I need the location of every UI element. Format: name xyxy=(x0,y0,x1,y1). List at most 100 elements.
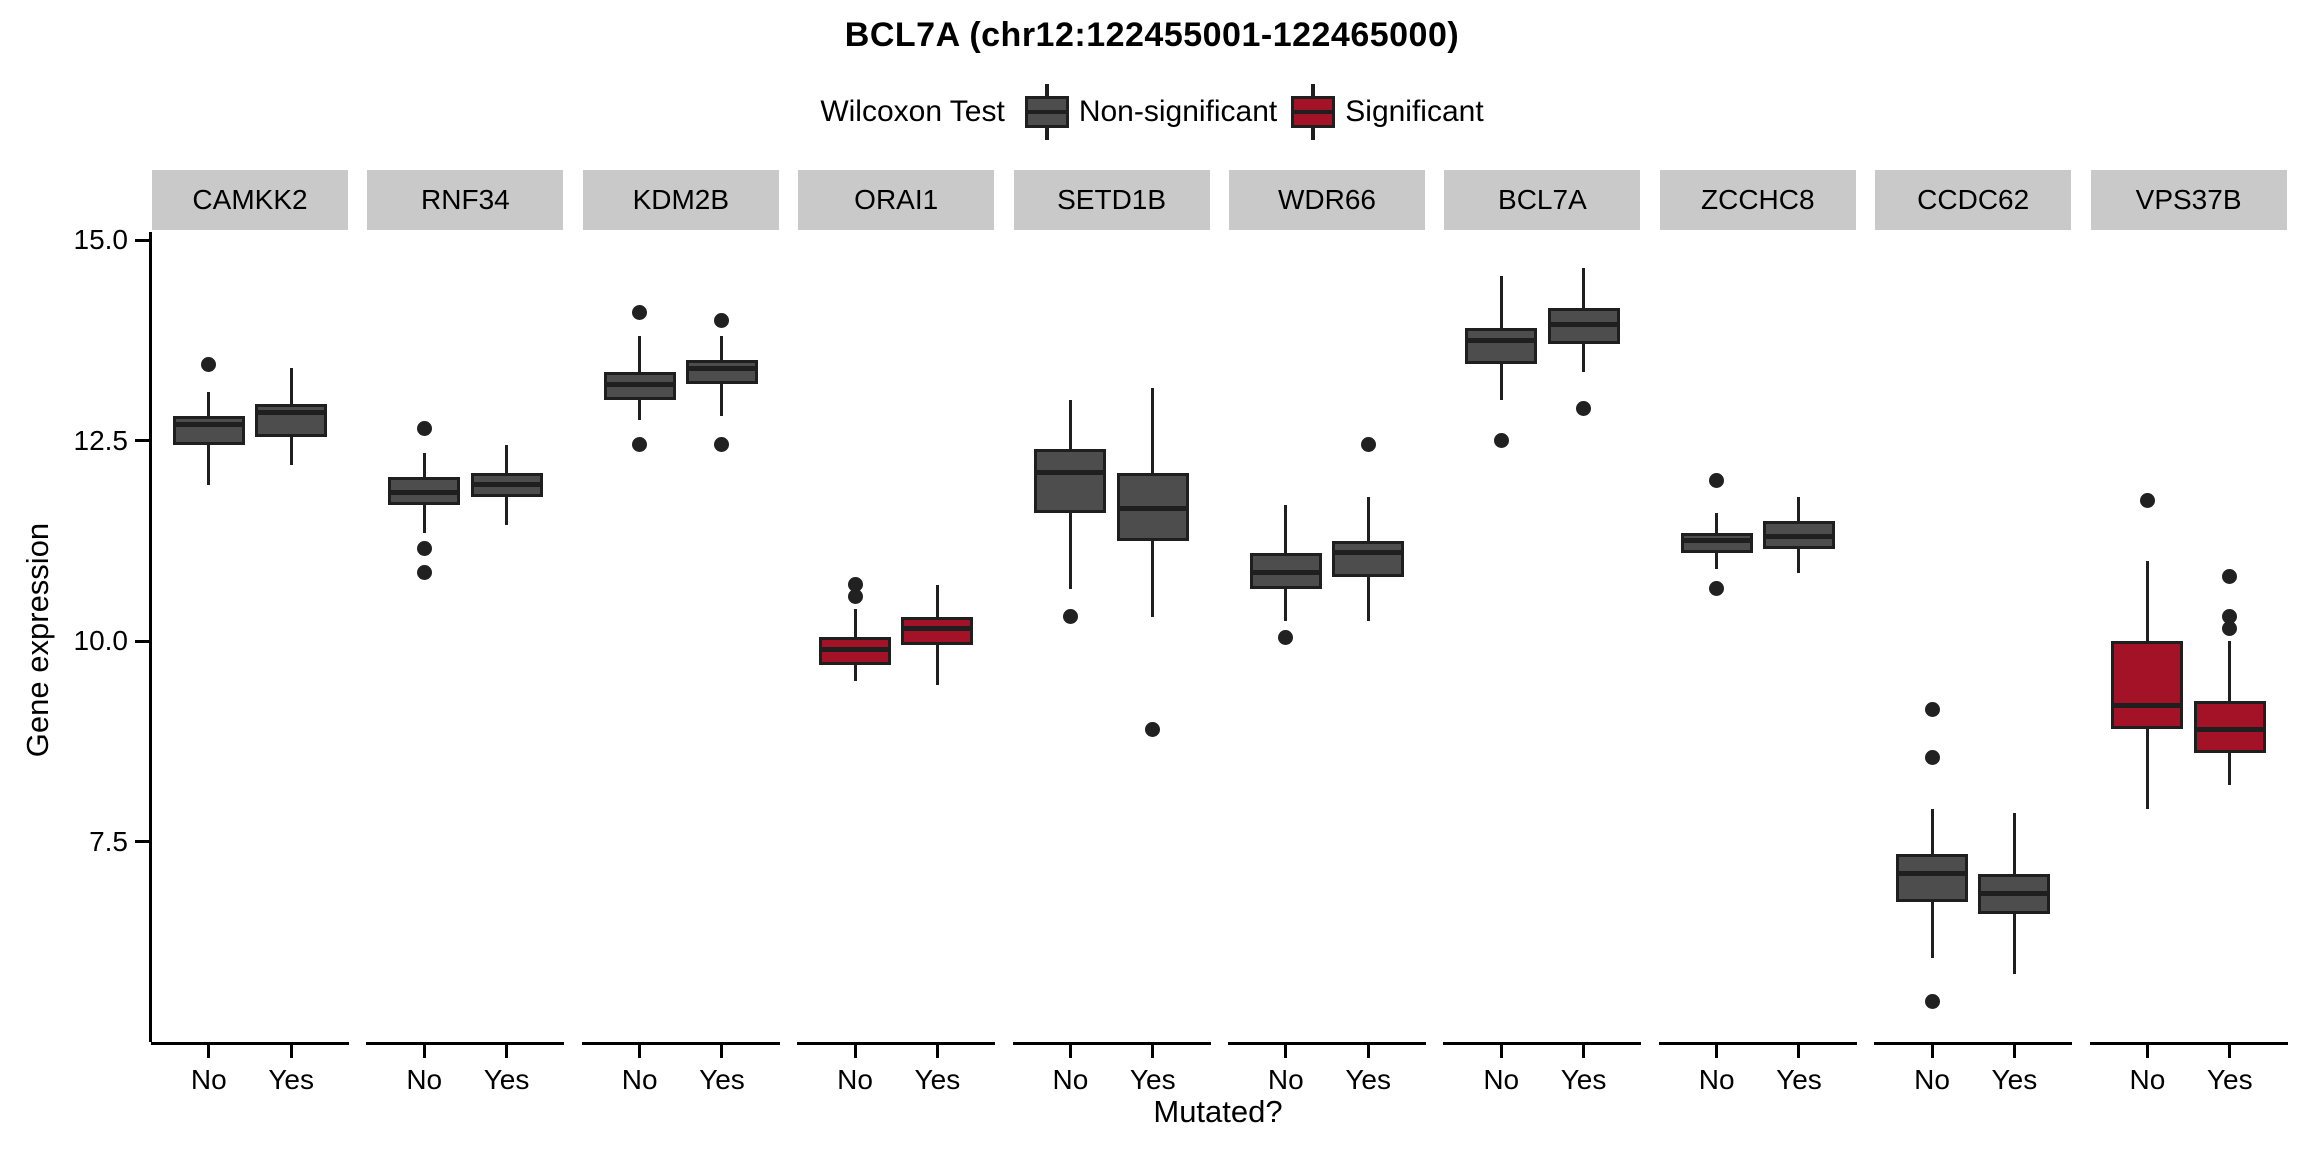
outlier-dot xyxy=(1493,433,1509,448)
x-tick-label: Yes xyxy=(1991,1064,2038,1095)
outlier-dot xyxy=(2222,569,2238,585)
median-line xyxy=(1550,321,1617,327)
x-tick-label: No xyxy=(2129,1064,2166,1095)
x-tick-label: Yes xyxy=(1345,1064,1391,1095)
x-tick-mark xyxy=(935,1045,939,1058)
x-tick-label: Yes xyxy=(483,1064,530,1095)
x-tick-mark xyxy=(853,1045,857,1058)
y-tick-mark xyxy=(135,439,149,442)
x-axis-line xyxy=(797,1042,996,1045)
outlier-dot xyxy=(416,420,432,436)
x-tick-mark xyxy=(720,1045,724,1058)
x-tick-mark xyxy=(2228,1045,2232,1058)
y-tick-label: 10.0 xyxy=(73,625,129,656)
x-tick-mark xyxy=(1151,1045,1155,1058)
median-line xyxy=(822,646,889,652)
facet-strip-SETD1B: SETD1B xyxy=(1013,170,1210,230)
x-axis-title: Mutated? xyxy=(1153,1094,1283,1129)
median-line xyxy=(1765,534,1832,540)
x-tick-label: Yes xyxy=(2206,1064,2253,1095)
x-tick-label: No xyxy=(621,1064,658,1095)
facet-strip-WDR66: WDR66 xyxy=(1229,170,1425,230)
x-tick-label: No xyxy=(1483,1064,1520,1095)
y-tick-label: 12.5 xyxy=(73,424,129,456)
median-line xyxy=(1899,871,1966,877)
y-tick-mark xyxy=(135,840,149,843)
boxplot-key-significant-icon xyxy=(1291,84,1336,140)
box xyxy=(1465,328,1538,365)
outlier-dot xyxy=(632,437,648,453)
facet-strip-RNF34: RNF34 xyxy=(367,170,564,230)
median-line xyxy=(175,421,242,427)
median-line xyxy=(2196,726,2263,732)
legend-label-significant: Significant xyxy=(1345,95,1484,128)
key-box xyxy=(1024,96,1069,128)
outlier-dot xyxy=(1145,721,1161,737)
key-median-line xyxy=(1027,110,1066,114)
x-axis-line xyxy=(581,1042,780,1045)
x-tick-mark xyxy=(1582,1045,1586,1058)
x-axis-line xyxy=(366,1042,565,1045)
outlier-dot xyxy=(2222,621,2238,637)
outlier-dot xyxy=(1360,437,1376,453)
box xyxy=(172,416,245,445)
median-line xyxy=(1468,337,1535,343)
x-tick-mark xyxy=(422,1045,426,1058)
x-tick-label: No xyxy=(1267,1064,1304,1095)
facet-strip-KDM2B: KDM2B xyxy=(582,170,779,230)
box xyxy=(2111,641,2184,730)
median-line xyxy=(606,381,673,387)
median-line xyxy=(1683,538,1750,544)
outlier-dot xyxy=(416,541,432,557)
facet-strip-CCDC62: CCDC62 xyxy=(1875,170,2072,230)
outlier-dot xyxy=(847,577,863,593)
x-tick-label: No xyxy=(190,1064,227,1095)
x-axis-line xyxy=(1443,1042,1642,1045)
key-box xyxy=(1291,96,1336,128)
box xyxy=(1332,540,1405,577)
median-line xyxy=(904,626,971,632)
legend: Wilcoxon Test Non-significant Significan… xyxy=(0,84,2304,140)
outlier-dot xyxy=(1709,473,1725,489)
median-line xyxy=(258,409,325,415)
outlier-dot xyxy=(847,589,863,605)
outlier-dot xyxy=(1924,749,1940,765)
facet-strip-VPS37B: VPS37B xyxy=(2090,170,2287,230)
median-line xyxy=(1981,891,2048,897)
x-axis-line xyxy=(1658,1042,1857,1045)
x-tick-mark xyxy=(1930,1045,1934,1058)
x-tick-mark xyxy=(638,1045,642,1058)
x-tick-mark xyxy=(2145,1045,2149,1058)
median-line xyxy=(1037,470,1104,476)
x-tick-label: No xyxy=(1052,1064,1089,1095)
outlier-dot xyxy=(1709,581,1725,597)
median-line xyxy=(1335,550,1402,556)
y-tick-mark xyxy=(135,238,149,242)
outlier-dot xyxy=(714,312,730,328)
box xyxy=(1896,853,1969,902)
x-tick-label: Yes xyxy=(699,1064,745,1095)
y-tick-mark xyxy=(135,639,149,643)
box xyxy=(255,404,328,437)
y-tick-label: 15.0 xyxy=(73,224,129,256)
box xyxy=(685,360,758,385)
x-tick-mark xyxy=(207,1045,211,1058)
x-tick-mark xyxy=(2012,1045,2016,1058)
legend-item-nonsignificant: Non-significant xyxy=(1024,84,1277,140)
x-tick-mark xyxy=(1715,1045,1719,1058)
x-tick-mark xyxy=(1797,1045,1801,1058)
outlier-dot xyxy=(416,565,432,581)
facet-strip-BCL7A: BCL7A xyxy=(1444,170,1641,230)
key-median-line xyxy=(1294,110,1333,114)
outlier-dot xyxy=(714,437,730,453)
x-tick-label: No xyxy=(1914,1064,1950,1095)
outlier-dot xyxy=(1924,701,1940,717)
box xyxy=(1034,448,1107,513)
facet-strip-ZCCHC8: ZCCHC8 xyxy=(1659,170,1856,230)
x-tick-mark xyxy=(1499,1045,1503,1058)
y-axis-line xyxy=(149,232,152,1042)
legend-title: Wilcoxon Test xyxy=(820,95,1005,128)
x-tick-mark xyxy=(1068,1045,1072,1058)
x-tick-label: Yes xyxy=(1129,1064,1176,1095)
x-tick-label: Yes xyxy=(1776,1064,1822,1095)
